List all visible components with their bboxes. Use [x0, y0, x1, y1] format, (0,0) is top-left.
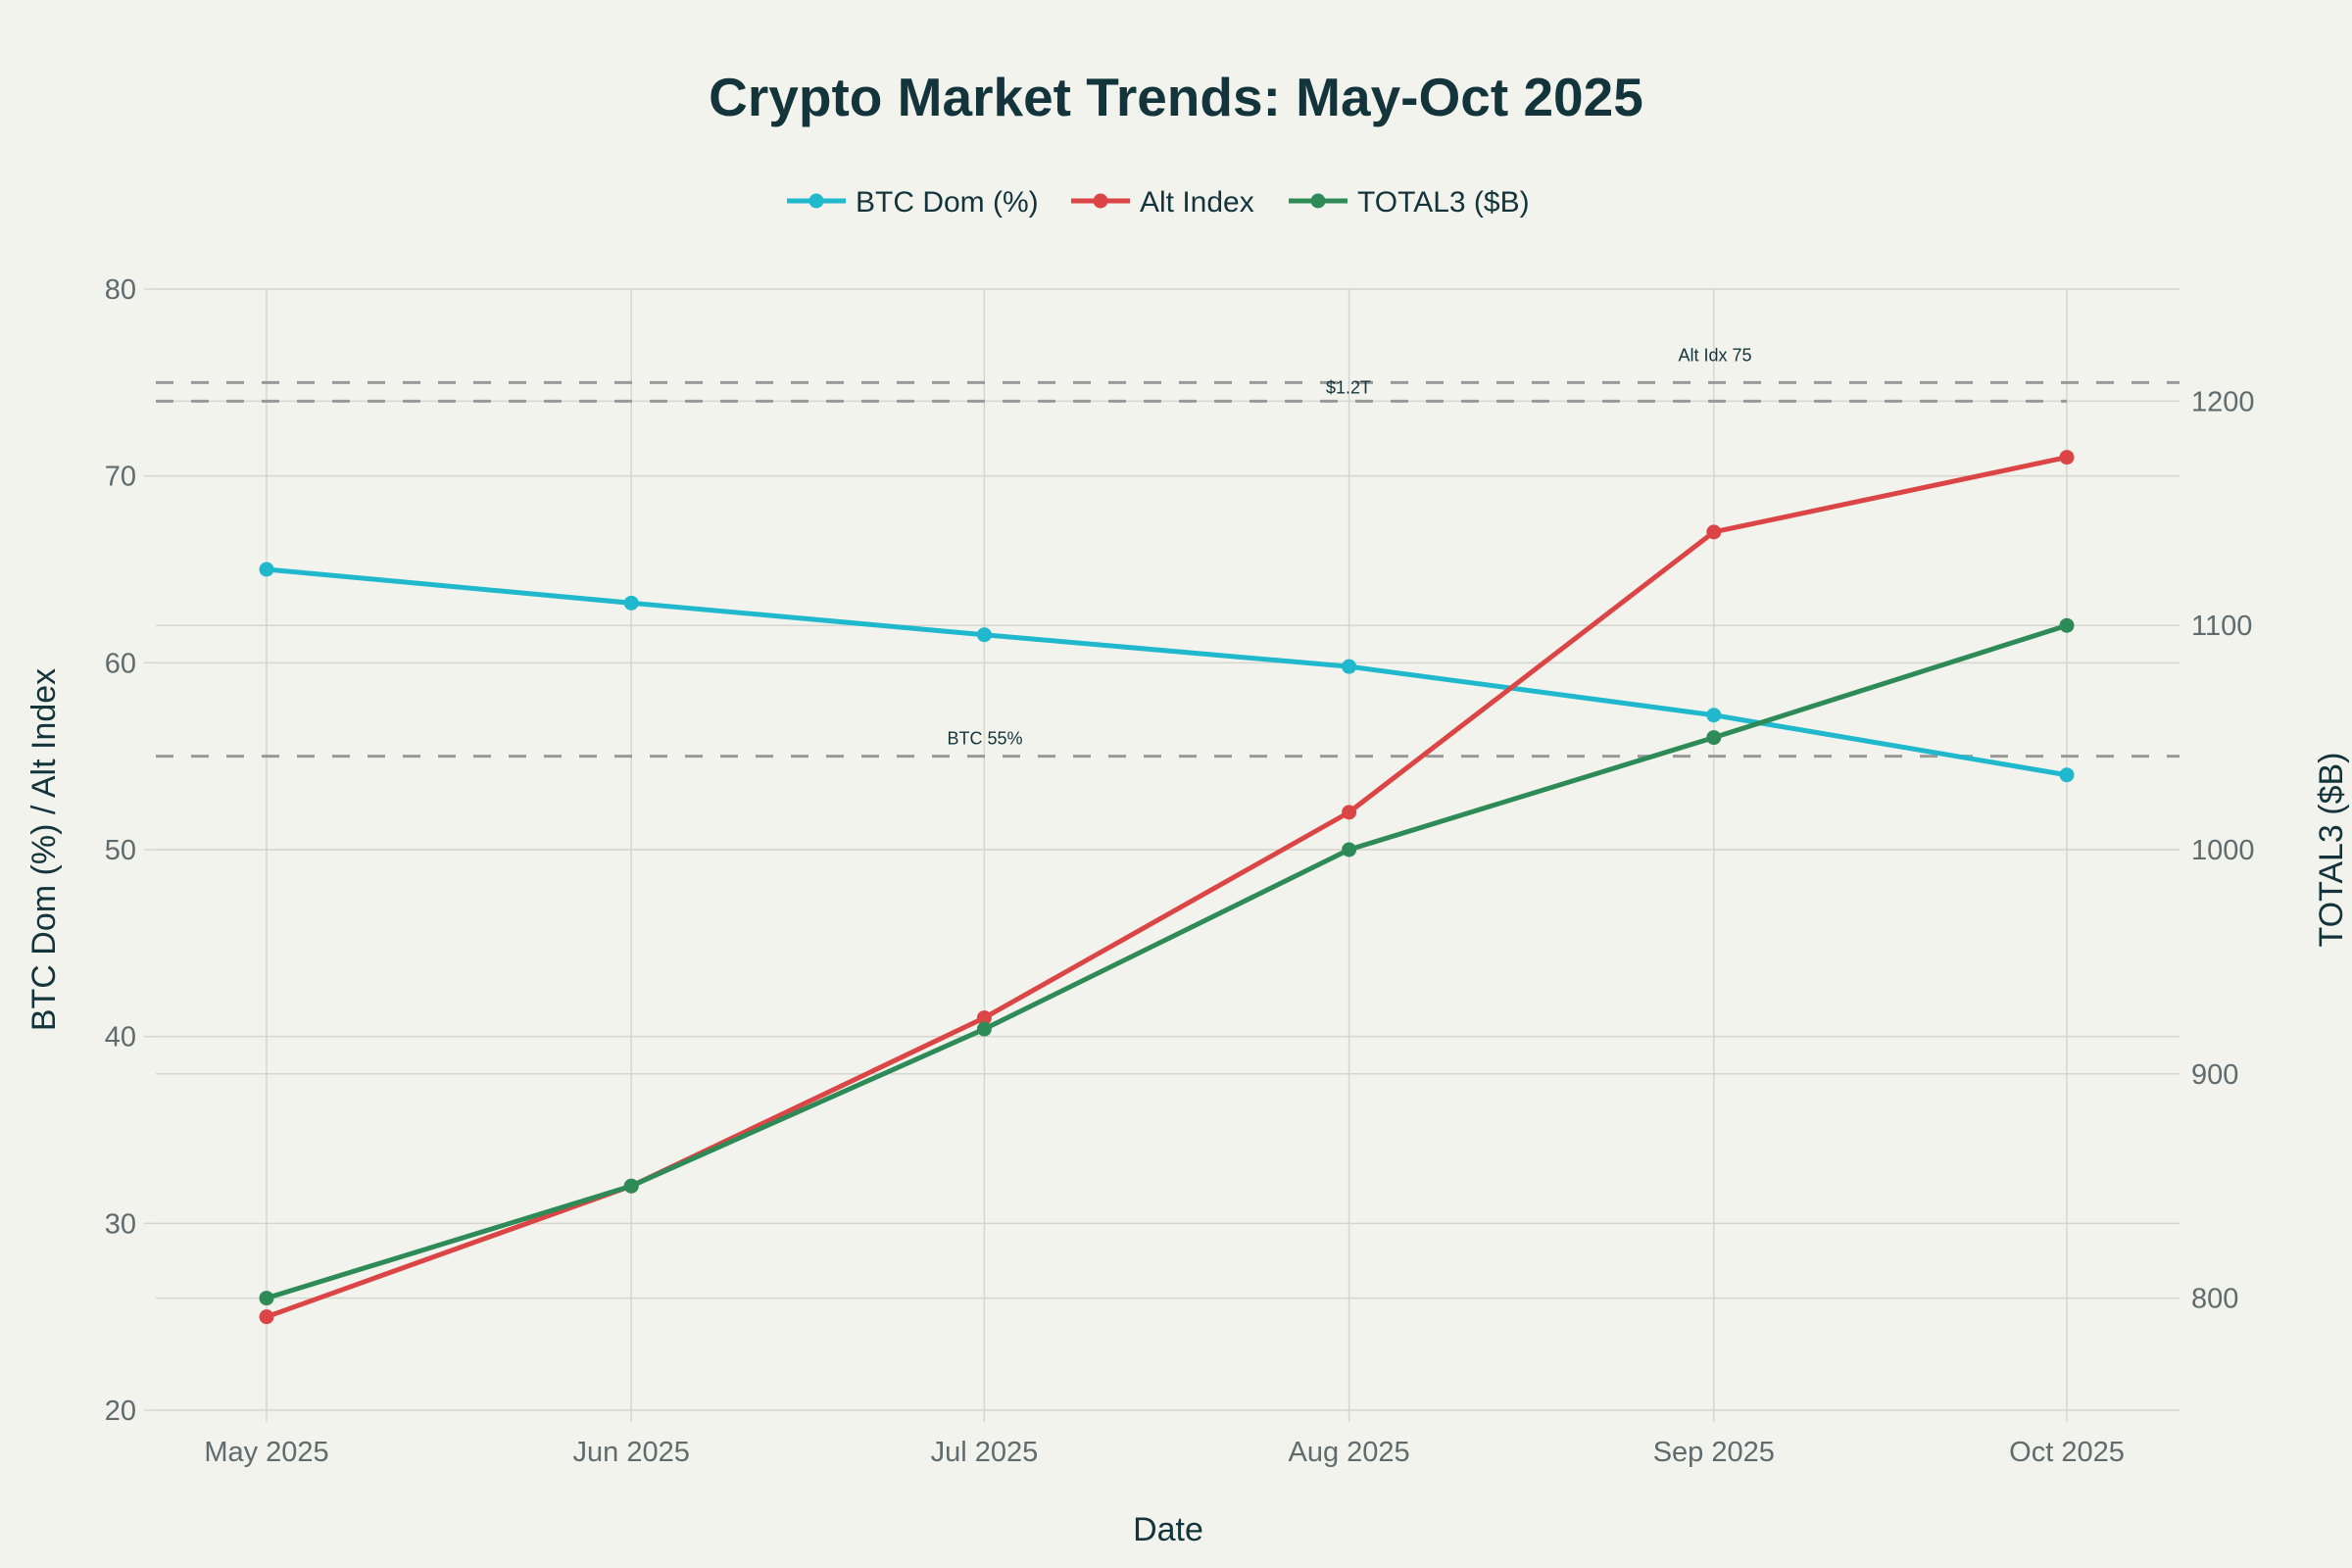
y2-tick-label: 1200 — [2191, 386, 2255, 417]
x-tick-label: Jul 2025 — [931, 1437, 1039, 1468]
y-tick-label: 40 — [105, 1022, 136, 1054]
y-tick-label: 50 — [105, 835, 136, 866]
data-point — [259, 1291, 274, 1306]
data-point — [976, 1021, 992, 1037]
series-line — [266, 622, 2068, 1300]
data-point — [2059, 767, 2075, 783]
y-tick-label: 70 — [105, 462, 136, 493]
legend-marker — [1310, 193, 1326, 209]
reference-line-label: Alt Idx 75 — [1678, 345, 1751, 365]
y-tick-label: 20 — [105, 1396, 136, 1427]
x-tick-label: Aug 2025 — [1289, 1437, 1410, 1468]
data-point — [2059, 450, 2075, 466]
data-point — [1706, 524, 1722, 540]
legend[interactable]: BTC Dom (%) Alt Index TOTAL3 ($B) — [787, 186, 1530, 219]
y2-tick-label: 1100 — [2191, 611, 2252, 642]
y-axis-label: BTC Dom (%) / Alt Index — [25, 668, 63, 1031]
y2-tick-label: 800 — [2191, 1284, 2238, 1315]
data-point — [976, 1010, 992, 1026]
data-point — [1706, 708, 1722, 723]
reference-lines: Alt Idx 75 $1.2T BTC 55% — [156, 345, 2180, 759]
axis-ticks: 20 30 40 50 60 70 80 800 900 1000 1100 1200 May 2025… — [105, 274, 2255, 1468]
legend-label: BTC Dom (%) — [856, 186, 1039, 219]
y-tick-label: 80 — [105, 274, 136, 306]
x-tick-label: Oct 2025 — [2009, 1437, 2125, 1468]
chart-title: Crypto Market Trends: May-Oct 2025 — [709, 67, 1643, 127]
data-point — [976, 627, 992, 643]
data-point — [1706, 730, 1722, 746]
data-point — [623, 595, 639, 611]
x-axis-label: Date — [1133, 1511, 1203, 1548]
data-point — [2059, 617, 2075, 633]
y2-tick-label: 900 — [2191, 1059, 2238, 1091]
series-line — [266, 566, 2068, 778]
series-lines — [259, 450, 2075, 1325]
data-point — [1342, 842, 1357, 858]
x-tick-label: Jun 2025 — [573, 1437, 690, 1468]
y-tick-label: 30 — [105, 1208, 136, 1240]
reference-line-label: $1.2T — [1326, 377, 1371, 397]
data-point — [259, 562, 274, 577]
legend-label: Alt Index — [1140, 186, 1254, 219]
x-tick-label: Sep 2025 — [1653, 1437, 1775, 1468]
data-point — [1342, 805, 1357, 820]
y2-tick-label: 1000 — [2191, 835, 2255, 866]
data-point — [623, 1178, 639, 1194]
y2-axis-label: TOTAL3 ($B) — [2313, 752, 2350, 947]
gridlines — [144, 288, 2180, 1422]
series-line — [266, 455, 2068, 1320]
y-tick-label: 60 — [105, 648, 136, 679]
data-point — [1342, 659, 1357, 674]
x-tick-label: May 2025 — [204, 1437, 328, 1468]
legend-label: TOTAL3 ($B) — [1357, 186, 1530, 219]
legend-marker — [1093, 193, 1108, 209]
legend-marker — [808, 193, 824, 209]
reference-line-label: BTC 55% — [947, 729, 1022, 749]
data-point — [259, 1309, 274, 1325]
